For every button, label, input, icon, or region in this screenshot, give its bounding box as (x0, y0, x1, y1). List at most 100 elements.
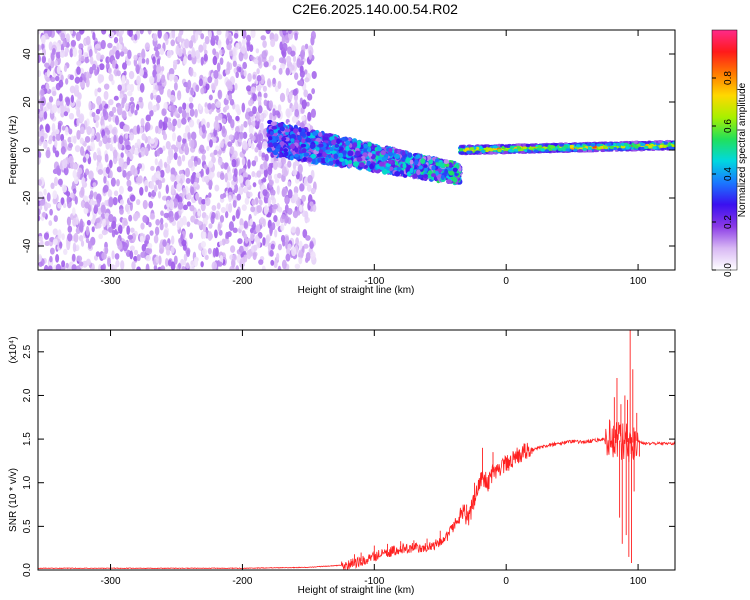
heatmap-cell (294, 263, 301, 270)
heatmap-cell (394, 153, 400, 159)
heatmap-cell (66, 195, 70, 205)
heatmap-cell (60, 197, 65, 206)
heatmap-cell (293, 192, 299, 202)
heatmap-cell (156, 148, 161, 157)
heatmap-cell (399, 170, 404, 175)
heatmap-cell (259, 114, 263, 120)
heatmap-cell (239, 131, 244, 140)
heatmap-cell (57, 122, 62, 130)
heatmap-cell (367, 146, 372, 153)
heatmap-cell (91, 111, 96, 118)
heatmap-cell (119, 51, 125, 57)
heatmap-cell (57, 229, 62, 240)
heatmap-cell (83, 207, 89, 215)
heatmap-cell (92, 182, 97, 188)
heatmap-cell (263, 61, 269, 68)
heatmap-cell (298, 250, 304, 258)
heatmap-cell (246, 249, 252, 260)
heatmap-cell (287, 160, 292, 168)
heatmap-cell (261, 265, 266, 270)
heatmap-cell (69, 74, 75, 81)
heatmap-cell (452, 176, 458, 183)
heatmap-cell (160, 265, 166, 270)
heatmap-cell (409, 167, 414, 174)
heatmap-cell (80, 126, 85, 134)
heatmap-cell (127, 186, 133, 192)
heatmap-cell (159, 158, 163, 168)
heatmap-cell (194, 49, 201, 60)
heatmap-cell (203, 164, 208, 170)
heatmap-cell (239, 218, 244, 227)
heatmap-cell (307, 111, 312, 122)
heatmap-cell (164, 222, 168, 228)
heatmap-cell (95, 251, 101, 257)
heatmap-cell (71, 264, 77, 270)
heatmap-cell (47, 265, 53, 270)
heatmap-cell (85, 258, 91, 266)
heatmap-cell (139, 186, 144, 196)
heatmap-cell (104, 199, 108, 206)
heatmap-cell (233, 32, 239, 39)
heatmap-cell (307, 174, 313, 184)
heatmap-cell (158, 119, 164, 129)
heatmap-cell (38, 208, 41, 216)
heatmap-cell (57, 202, 62, 209)
heatmap-cell (291, 246, 297, 257)
heatmap-cell (311, 158, 316, 165)
heatmap-cell (197, 220, 203, 226)
heatmap-cell (267, 166, 273, 176)
heatmap-cell (178, 262, 182, 270)
heatmap-cell (232, 254, 237, 261)
heatmap-cell (214, 184, 220, 192)
heatmap-cell (217, 157, 223, 166)
heatmap-cell (381, 168, 388, 175)
heatmap-cell (240, 123, 244, 132)
heatmap-cell (246, 85, 252, 92)
heatmap-cell (117, 84, 122, 91)
heatmap-cell (341, 161, 346, 167)
heatmap-cell (218, 261, 223, 267)
heatmap-cell (152, 33, 158, 42)
heatmap-cell (224, 172, 228, 183)
heatmap-cell (104, 127, 109, 133)
heatmap-cell (141, 243, 147, 252)
heatmap-cell (154, 226, 160, 236)
heatmap-cell (258, 150, 262, 157)
heatmap-cell (310, 108, 317, 119)
heatmap-cell (50, 51, 55, 61)
heatmap-cell (96, 221, 102, 229)
heatmap-cell (247, 159, 251, 169)
heatmap-cell (51, 104, 58, 114)
heatmap-cell (356, 157, 363, 162)
heatmap-cell (136, 198, 141, 206)
heatmap-cell (250, 206, 256, 213)
heatmap-cell (228, 221, 234, 231)
heatmap-cell (118, 44, 123, 50)
heatmap-cell (280, 126, 285, 132)
heatmap-cell (323, 133, 330, 138)
heatmap-cell (255, 111, 261, 122)
heatmap-cell (113, 95, 119, 101)
heatmap-cell (294, 32, 298, 41)
heatmap-cell (252, 74, 256, 80)
heatmap-cell (101, 229, 108, 236)
heatmap-cell (273, 33, 279, 42)
heatmap-cell (241, 140, 248, 150)
heatmap-cell (150, 92, 154, 101)
heatmap-cell (311, 188, 317, 194)
heatmap-cell (79, 67, 85, 75)
heatmap-cell (240, 45, 247, 54)
heatmap-cell (140, 118, 145, 127)
heatmap-cell (125, 203, 130, 213)
heatmap-cell (53, 176, 59, 187)
heatmap-cell (38, 54, 41, 64)
heatmap-cell (156, 64, 162, 74)
heatmap-cell (185, 103, 190, 113)
heatmap-cell (155, 219, 161, 226)
heatmap-cell (112, 126, 118, 136)
heatmap-cell (303, 89, 309, 98)
heatmap-cell (136, 254, 141, 262)
heatmap-cell (81, 176, 86, 186)
heatmap-cell (149, 138, 155, 144)
heatmap-cell (148, 191, 152, 198)
